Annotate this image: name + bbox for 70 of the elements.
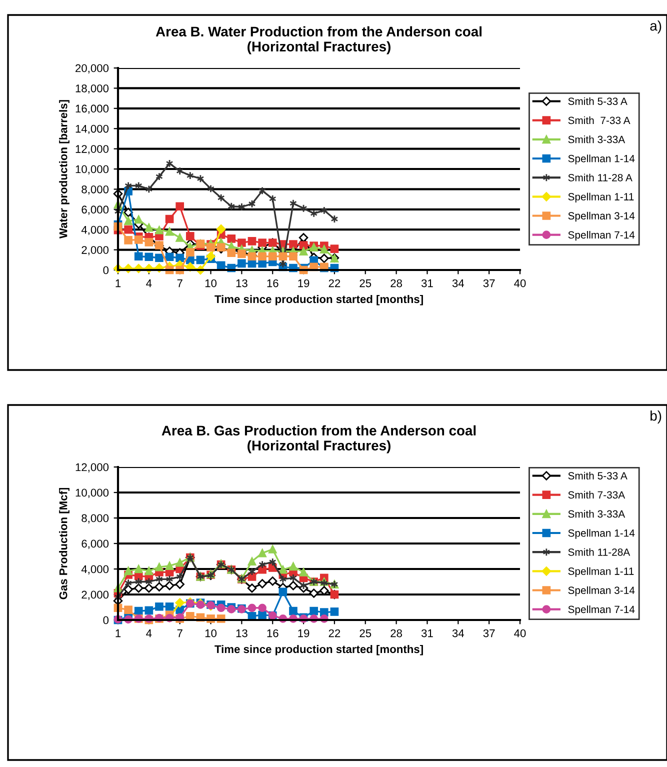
x-tick-label: 31 bbox=[421, 629, 433, 638]
text: b) bbox=[650, 410, 662, 424]
x-tick-label: 37 bbox=[483, 629, 495, 638]
x-tick-label: 1 bbox=[116, 279, 121, 288]
legend-label: Smith 11-28A bbox=[568, 548, 630, 556]
x-tick-label: 34 bbox=[452, 629, 464, 638]
legend-label: Smith 7-33 A bbox=[568, 116, 630, 124]
y-tick-label: 12,000 bbox=[76, 145, 109, 154]
y-axis-title: Water production [barrels] bbox=[59, 100, 70, 239]
legend-label: Smith 3-33A bbox=[568, 136, 626, 144]
y-tick-label: 20,000 bbox=[76, 64, 109, 74]
x-tick-label: 13 bbox=[236, 279, 248, 288]
legend-label: Spellman 1-11 bbox=[568, 567, 634, 577]
y-tick-label: 0 bbox=[103, 266, 109, 274]
legend-label: Smith 7-33A bbox=[568, 490, 626, 499]
chart-title: Area B. Gas Production from the Anderson coal (Horizontal Fractures) bbox=[162, 425, 476, 454]
y-tick-label: 14,000 bbox=[76, 124, 109, 134]
x-tick-label: 1 bbox=[116, 629, 121, 638]
y-tick-label: 10,000 bbox=[76, 165, 109, 174]
legend-label: Smith 5-33 A bbox=[568, 472, 628, 480]
y-axis-title: Gas Production [Mcf] bbox=[59, 488, 70, 600]
y-tick-label: 18,000 bbox=[76, 84, 109, 94]
x-tick-label: 4 bbox=[146, 629, 152, 638]
y-tick-label: 4,000 bbox=[81, 565, 109, 574]
x-tick-label: 22 bbox=[328, 629, 340, 638]
y-tick-label: 4,000 bbox=[81, 226, 109, 236]
x-tick-label: 10 bbox=[205, 279, 217, 288]
x-tick-label: 40 bbox=[514, 629, 526, 638]
y-tick-label: 10,000 bbox=[76, 488, 109, 498]
legend-label: Spellman 1-14 bbox=[568, 154, 635, 164]
legend-label: Spellman 1-11 bbox=[568, 192, 634, 202]
x-tick-label: 16 bbox=[267, 279, 278, 288]
y-tick-label: 16,000 bbox=[76, 104, 109, 114]
x-tick-label: 13 bbox=[236, 629, 248, 638]
x-tick-label: 28 bbox=[390, 279, 402, 288]
x-tick-label: 10 bbox=[205, 629, 217, 638]
x-axis-title: Time since production started [months] bbox=[214, 294, 423, 306]
legend-label: Spellman 7-14 bbox=[568, 605, 635, 616]
legend-label: Smith 11-28 A bbox=[568, 174, 632, 182]
y-tick-label: 0 bbox=[103, 616, 109, 624]
x-tick-label: 37 bbox=[483, 279, 495, 288]
x-axis-title: Time since production started [months] bbox=[214, 644, 423, 656]
text: a) bbox=[650, 20, 662, 34]
x-tick-label: 7 bbox=[177, 629, 182, 638]
x-tick-label: 34 bbox=[452, 279, 464, 288]
x-tick-label: 28 bbox=[390, 629, 402, 638]
y-tick-label: 8,000 bbox=[82, 185, 109, 195]
x-tick-label: 19 bbox=[298, 279, 310, 288]
y-tick-label: 2,000 bbox=[82, 246, 109, 256]
x-tick-label: 19 bbox=[298, 629, 310, 638]
legend-label: Smith 3-33A bbox=[568, 510, 626, 518]
x-tick-label: 25 bbox=[360, 629, 372, 638]
x-tick-label: 22 bbox=[328, 279, 340, 288]
legend-label: Spellman 3-14 bbox=[568, 212, 635, 222]
y-tick-label: 6,000 bbox=[82, 540, 109, 549]
legend-label: Spellman 7-14 bbox=[568, 230, 635, 241]
x-tick-label: 4 bbox=[146, 279, 152, 288]
y-tick-label: 12,000 bbox=[76, 463, 109, 472]
legend-label: Smith 5-33 A bbox=[568, 97, 628, 105]
x-tick-label: 16 bbox=[267, 629, 278, 638]
legend-label: Spellman 3-14 bbox=[568, 586, 635, 596]
x-tick-label: 25 bbox=[360, 279, 372, 288]
legend-label: Spellman 1-14 bbox=[568, 529, 635, 539]
x-tick-label: 7 bbox=[177, 279, 182, 288]
y-tick-label: 6,000 bbox=[82, 206, 109, 215]
x-tick-label: 40 bbox=[514, 279, 526, 288]
x-tick-label: 31 bbox=[421, 279, 433, 288]
chart-title: Area B. Water Production from the Anderson coal (Horizontal Fractures) bbox=[156, 26, 482, 54]
y-tick-label: 2,000 bbox=[82, 590, 109, 600]
y-tick-label: 8,000 bbox=[82, 514, 109, 524]
